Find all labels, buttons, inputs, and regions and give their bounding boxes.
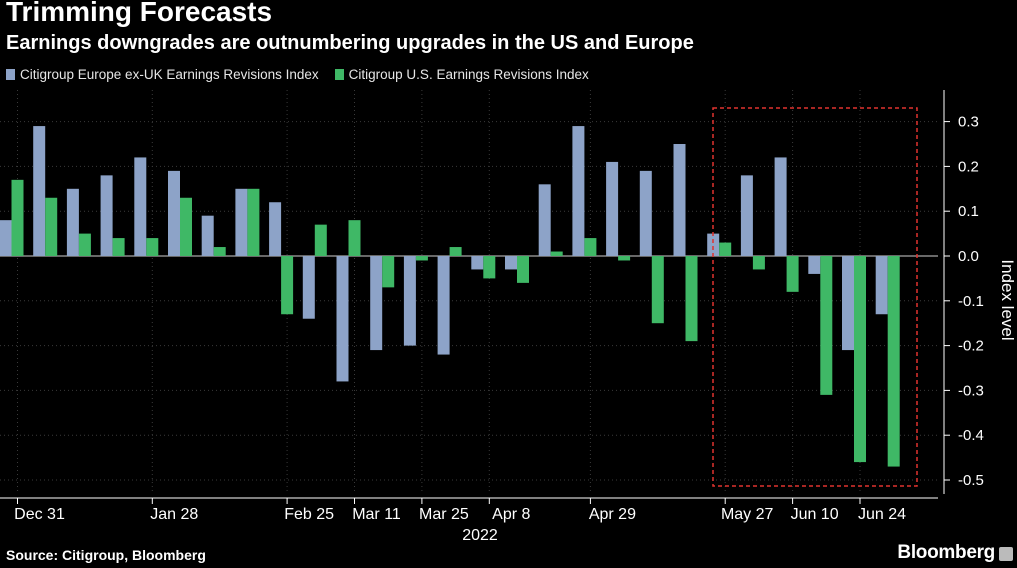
y-tick-label: 0.2 bbox=[958, 158, 979, 175]
bar-us bbox=[584, 238, 597, 256]
bar-us bbox=[180, 197, 192, 256]
y-tick-label: -0.1 bbox=[958, 293, 984, 310]
legend-label-europe: Citigroup Europe ex-UK Earnings Revision… bbox=[20, 67, 319, 82]
bar-europe bbox=[0, 220, 12, 256]
bar-europe bbox=[572, 126, 585, 256]
x-tick-label: Mar 11 bbox=[352, 506, 401, 523]
bar-us bbox=[517, 256, 529, 283]
x-tick-label: Feb 25 bbox=[284, 506, 334, 523]
bar-europe bbox=[538, 184, 551, 256]
bar-europe bbox=[471, 256, 484, 270]
bar-europe bbox=[740, 175, 753, 256]
x-year-label: 2022 bbox=[462, 527, 498, 544]
legend-swatch-europe bbox=[6, 69, 15, 80]
bar-europe bbox=[66, 188, 79, 256]
bar-europe bbox=[875, 256, 888, 315]
bar-us bbox=[112, 238, 125, 256]
highlight-box bbox=[712, 107, 918, 487]
bar-us bbox=[449, 247, 462, 256]
legend-label-us: Citigroup U.S. Earnings Revisions Index bbox=[348, 67, 589, 82]
y-tick-label: -0.4 bbox=[958, 427, 984, 444]
x-tick-label: Dec 31 bbox=[14, 506, 65, 523]
bar-us bbox=[247, 188, 260, 256]
y-tick-label: 0.3 bbox=[958, 114, 979, 131]
bar-us bbox=[213, 247, 226, 256]
x-tick-label: May 27 bbox=[721, 506, 774, 523]
bar-us bbox=[550, 251, 563, 256]
bar-us bbox=[45, 197, 58, 256]
bar-europe bbox=[201, 215, 214, 256]
bar-europe bbox=[639, 170, 652, 256]
bar-europe bbox=[808, 256, 821, 274]
y-tick-label: 0.0 bbox=[958, 248, 979, 265]
bar-europe bbox=[370, 256, 383, 351]
source-note: Source: Citigroup, Bloomberg bbox=[6, 547, 206, 563]
bar-us bbox=[146, 238, 159, 256]
bar-us bbox=[752, 256, 765, 270]
bar-us bbox=[281, 256, 294, 315]
bar-europe bbox=[100, 175, 113, 256]
bar-europe bbox=[269, 202, 282, 256]
legend-item-europe: Citigroup Europe ex-UK Earnings Revision… bbox=[6, 67, 319, 82]
bar-europe bbox=[606, 161, 619, 256]
legend-item-us: Citigroup U.S. Earnings Revisions Index bbox=[334, 67, 589, 82]
legend-swatch-us bbox=[334, 69, 344, 80]
chart-legend: Citigroup Europe ex-UK Earnings Revision… bbox=[6, 67, 605, 82]
chart-subtitle: Earnings downgrades are outnumbering upg… bbox=[6, 32, 694, 54]
bar-europe bbox=[134, 157, 147, 256]
bar-us bbox=[11, 179, 24, 256]
bar-us bbox=[854, 256, 866, 463]
chart-title: Trimming Forecasts bbox=[6, 0, 273, 27]
bar-europe bbox=[774, 157, 787, 256]
bar-europe bbox=[707, 233, 720, 256]
bar-europe bbox=[33, 126, 46, 256]
bloomberg-badge-icon bbox=[999, 547, 1013, 561]
bloomberg-logo: Bloomberg bbox=[897, 542, 995, 563]
y-tick-label: -0.2 bbox=[958, 338, 984, 355]
bar-europe bbox=[235, 188, 248, 256]
bar-europe bbox=[673, 144, 686, 256]
bar-europe bbox=[336, 256, 349, 382]
x-tick-label: Jun 10 bbox=[791, 506, 839, 523]
bar-us bbox=[685, 256, 698, 342]
x-tick-label: Mar 25 bbox=[419, 506, 469, 523]
bar-us bbox=[820, 256, 833, 395]
y-tick-label: -0.5 bbox=[958, 472, 984, 489]
bar-us bbox=[78, 233, 91, 256]
bar-europe bbox=[842, 256, 854, 351]
x-tick-label: Jun 24 bbox=[858, 506, 906, 523]
x-tick-label: Jan 28 bbox=[150, 506, 198, 523]
bar-us bbox=[887, 256, 900, 467]
bar-europe bbox=[505, 256, 517, 270]
bar-europe bbox=[302, 256, 315, 319]
bar-europe bbox=[403, 256, 416, 346]
bar-europe bbox=[168, 170, 180, 256]
bar-us bbox=[618, 256, 631, 261]
x-tick-label: Apr 8 bbox=[492, 506, 530, 523]
bar-us bbox=[719, 242, 732, 256]
y-axis-label: Index level bbox=[998, 259, 1017, 340]
bar-us bbox=[483, 256, 496, 279]
bar-europe bbox=[437, 256, 450, 355]
bar-us bbox=[651, 256, 664, 324]
y-tick-label: 0.1 bbox=[958, 203, 979, 220]
x-tick-label: Apr 29 bbox=[589, 506, 636, 523]
bar-us bbox=[786, 256, 799, 292]
bar-us bbox=[382, 256, 395, 288]
bar-us bbox=[415, 256, 428, 261]
bar-us bbox=[314, 224, 327, 256]
y-tick-label: -0.3 bbox=[958, 382, 984, 399]
bar-us bbox=[348, 220, 361, 256]
